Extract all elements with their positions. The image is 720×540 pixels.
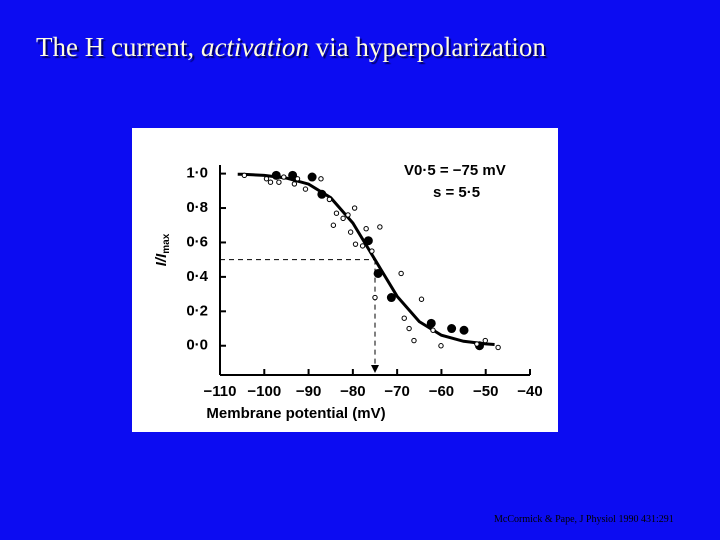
open-point	[418, 296, 425, 302]
open-point	[263, 176, 270, 182]
slide-title: The H current, activation via hyperpolar…	[36, 32, 546, 63]
filled-point	[317, 189, 327, 199]
figure-panel	[132, 128, 558, 432]
x-tick-label: −90	[296, 383, 321, 400]
citation: McCormick & Pape, J Physiol 1990 431:291	[494, 514, 674, 525]
x-axis-label: Membrane potential (mV)	[206, 405, 385, 422]
filled-point	[288, 170, 298, 180]
open-point	[438, 343, 444, 349]
annotation: s = 5·5	[433, 184, 480, 201]
open-point	[406, 325, 412, 332]
open-point	[363, 225, 369, 232]
y-tick-label: 0·0	[186, 337, 208, 354]
open-point	[352, 241, 359, 247]
open-point	[359, 243, 366, 249]
open-point	[474, 341, 480, 347]
filled-point	[307, 172, 317, 182]
x-tick-label: −50	[473, 383, 498, 400]
x-tick-label: −100	[247, 383, 281, 400]
y-tick-label: 0·4	[186, 268, 208, 285]
title-part: activation	[200, 32, 309, 62]
open-point	[482, 337, 488, 344]
open-point	[345, 212, 351, 218]
open-point	[281, 174, 287, 180]
guide-arrow	[371, 365, 379, 373]
open-point	[495, 344, 501, 351]
y-tick-label: 1·0	[186, 165, 208, 182]
open-point	[294, 176, 301, 182]
open-point	[430, 327, 436, 333]
filled-point	[426, 318, 436, 328]
filled-point	[363, 236, 373, 246]
open-point	[267, 179, 274, 185]
open-point	[369, 248, 375, 254]
open-point	[302, 186, 309, 192]
open-point	[291, 181, 298, 187]
open-point	[333, 210, 340, 216]
filled-point	[271, 170, 281, 180]
open-point	[411, 337, 417, 344]
x-tick-label: −110	[204, 383, 237, 400]
open-point	[330, 222, 337, 228]
open-point	[340, 215, 346, 222]
y-axis-label: I/Imax	[153, 233, 172, 266]
filled-point	[373, 268, 383, 278]
x-tick-label: −40	[517, 383, 542, 400]
open-point	[241, 172, 248, 179]
open-point	[377, 224, 383, 230]
y-tick-label: 0·2	[186, 302, 208, 319]
title-part: via hyperpolarization	[308, 32, 546, 62]
y-label-main: I/I	[153, 253, 170, 266]
x-tick-label: −70	[384, 383, 409, 400]
open-point	[326, 196, 333, 203]
open-point	[372, 294, 378, 301]
y-tick-label: 0·6	[186, 233, 208, 250]
x-tick-label: −60	[429, 383, 454, 400]
title-part: The H current,	[36, 32, 201, 62]
y-label-sub: max	[161, 233, 172, 253]
open-point	[401, 315, 407, 321]
open-point	[347, 229, 354, 235]
filled-point	[459, 325, 469, 335]
open-point	[318, 176, 324, 182]
open-point	[398, 270, 404, 277]
x-tick-label: −80	[340, 383, 365, 400]
open-point	[351, 205, 358, 211]
annotation: V0·5 = −75 mV	[404, 162, 506, 179]
y-tick-label: 0·8	[186, 199, 208, 216]
filled-point	[447, 324, 457, 334]
open-point	[276, 179, 282, 185]
filled-point	[386, 293, 396, 303]
